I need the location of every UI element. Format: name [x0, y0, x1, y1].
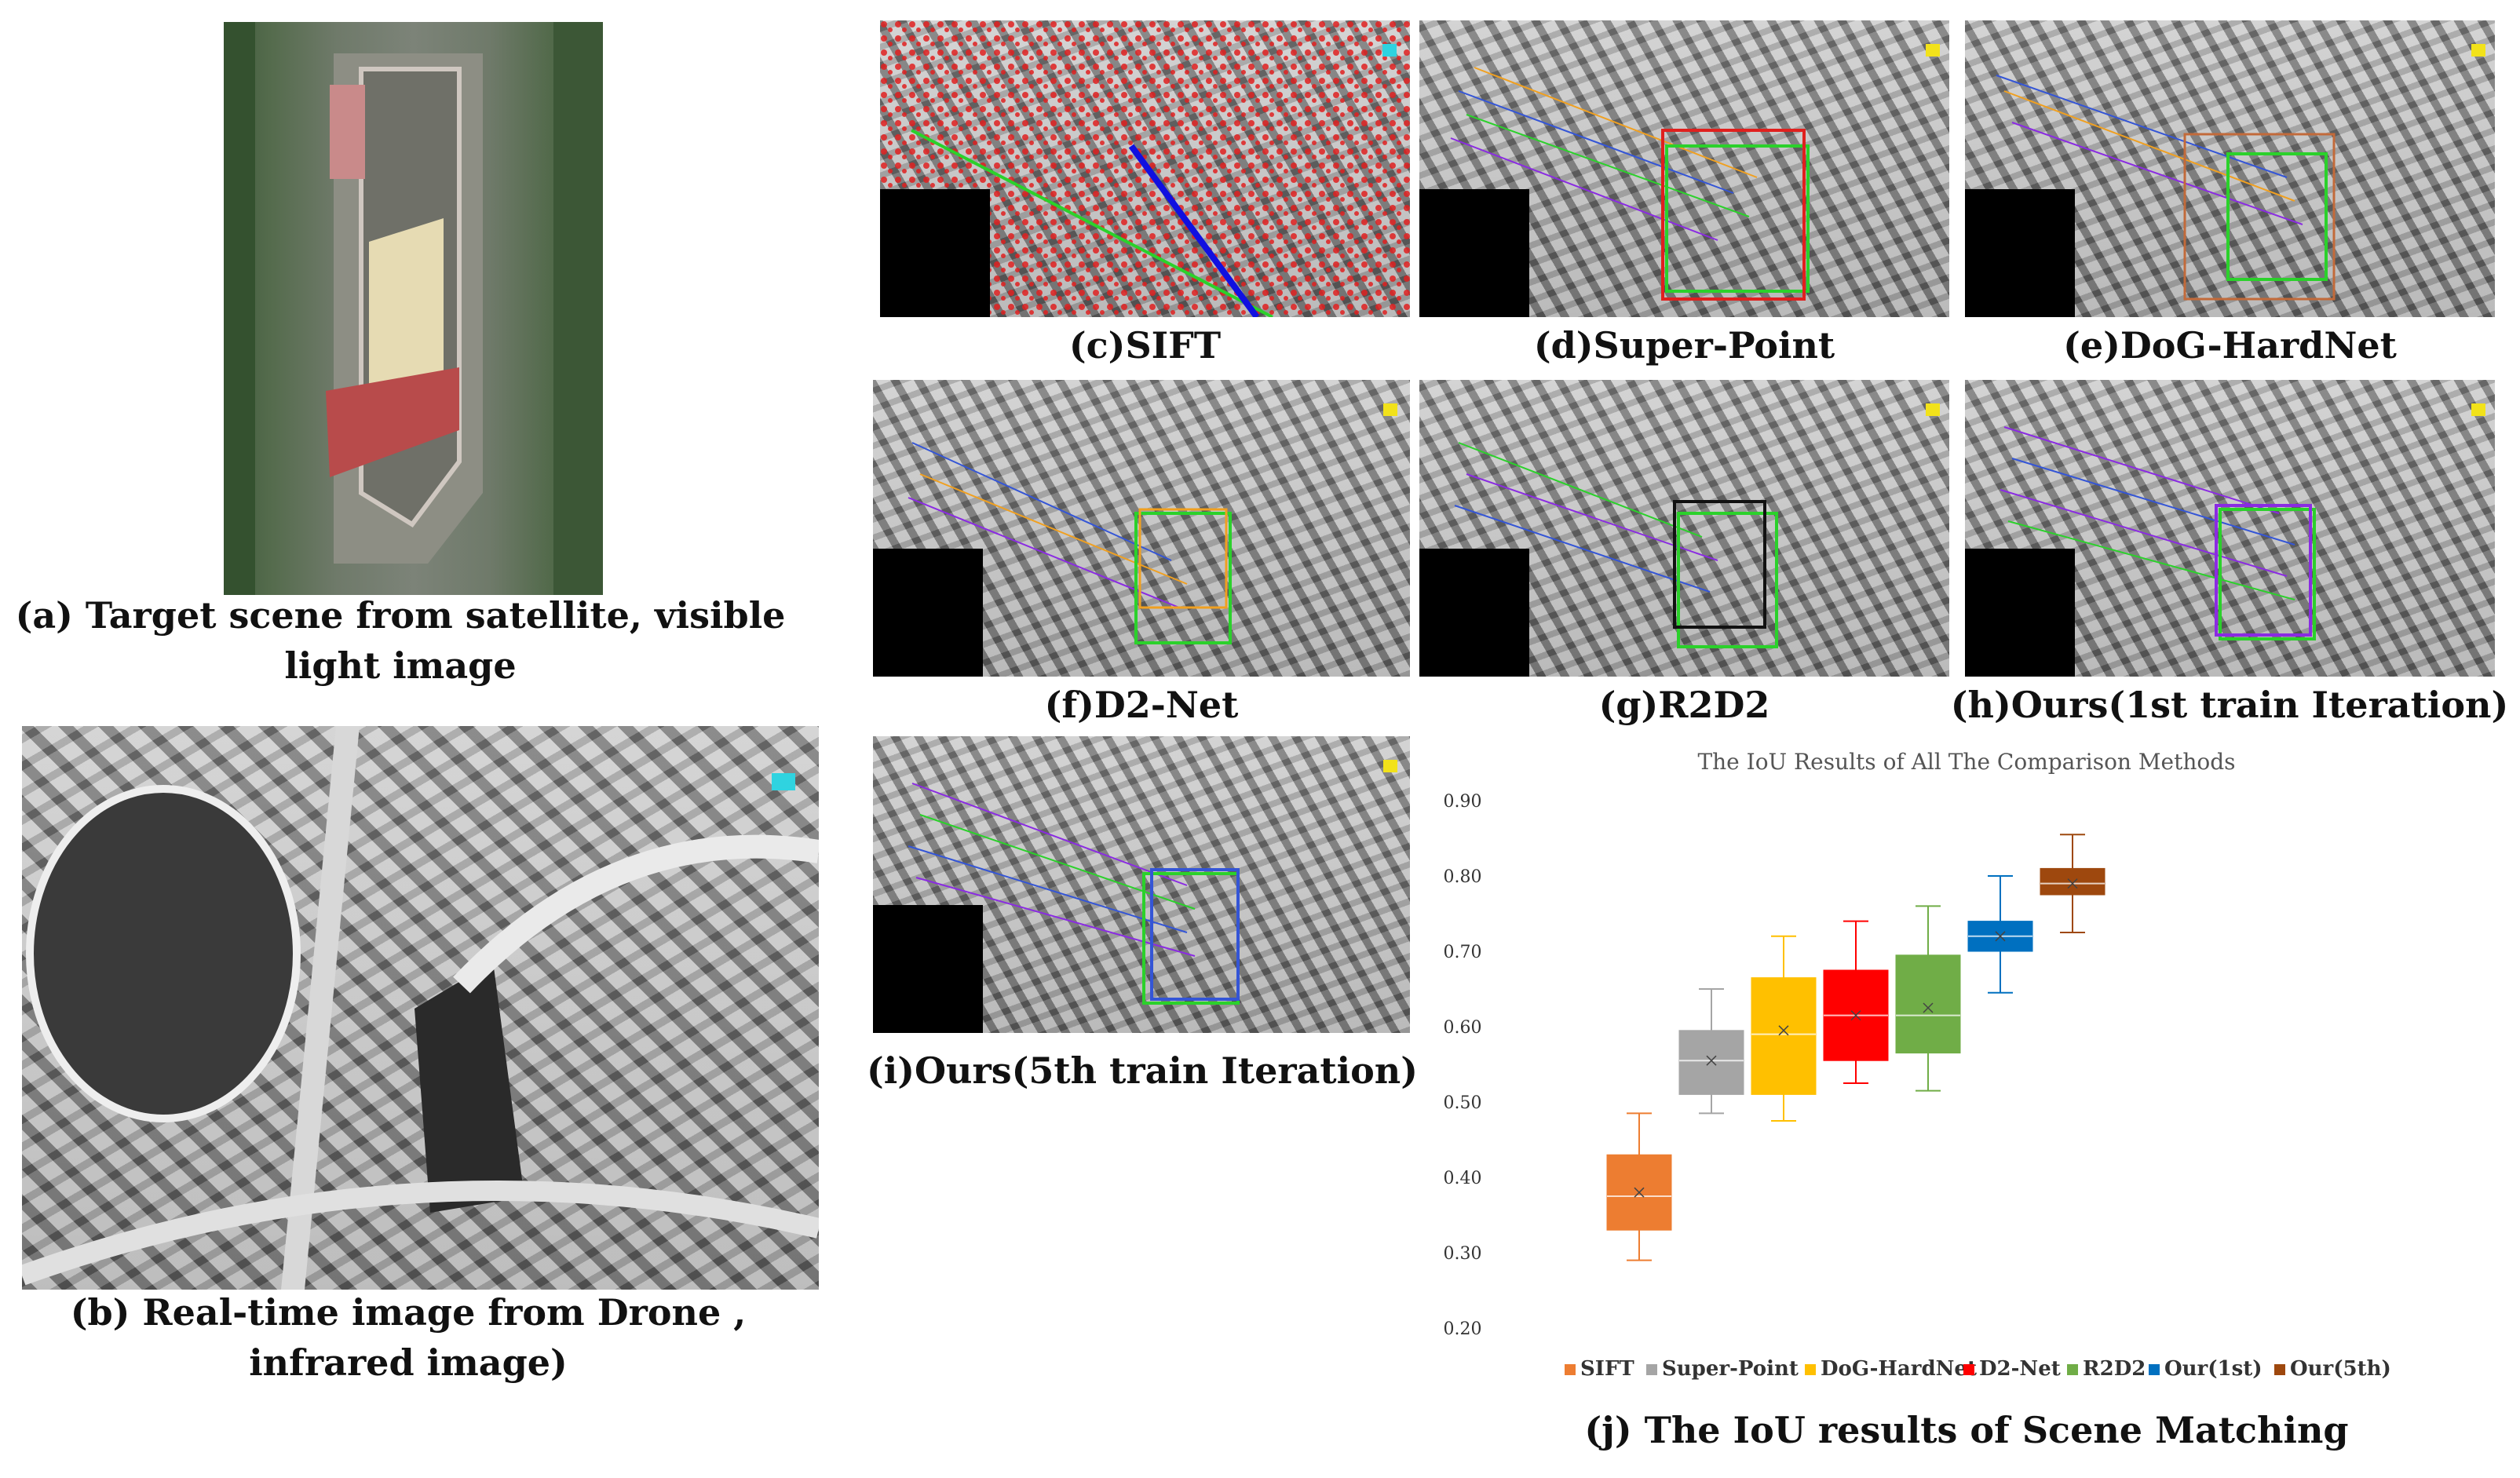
- caption-e: (e)DoG-HardNet: [2063, 324, 2397, 367]
- caption-a-line2: light image: [284, 644, 517, 687]
- mean-marker-b: [1923, 1002, 1934, 1013]
- caption-a-line1: (a) Target scene from satellite, visible: [15, 594, 786, 637]
- superpoint-match-image: [1419, 20, 1949, 317]
- legend-swatch: [1565, 1364, 1576, 1375]
- legend-swatch: [2149, 1364, 2160, 1375]
- legend-label: DoG-HardNet: [1821, 1357, 1977, 1381]
- box-our-1st-: [1967, 875, 2033, 994]
- y-tick-label: 0.60: [1444, 1018, 1482, 1038]
- y-tick-label: 0.70: [1444, 943, 1482, 962]
- ours-5th-match-drawing: [873, 760, 1397, 1033]
- d2net-match-image: [873, 380, 1410, 677]
- legend-label: R2D2: [2083, 1357, 2146, 1381]
- legend-swatch: [1805, 1364, 1816, 1375]
- legend-swatch: [2274, 1364, 2285, 1375]
- caption-c: (c)SIFT: [1068, 324, 1222, 367]
- ours-1st-match-drawing: [1965, 403, 2485, 677]
- legend-swatch: [2067, 1364, 2078, 1375]
- y-tick-label: 0.80: [1444, 867, 1482, 887]
- y-tick-label: 0.50: [1444, 1093, 1482, 1113]
- box-our-5th-: [2040, 834, 2105, 933]
- iou-chart: The IoU Results of All The Comparison Me…: [1419, 738, 2514, 1402]
- doghardnet-match-drawing: [1965, 44, 2485, 317]
- box-iqr: [2040, 867, 2105, 896]
- caption-j: (j) The IoU results of Scene Matching: [1584, 1409, 2349, 1451]
- caption-d: (d)Super-Point: [1533, 324, 1835, 367]
- mean-marker-b: [2067, 878, 2078, 889]
- mean-marker-b: [1778, 1025, 1789, 1036]
- y-axis-ticks: 0.20 0.30 0.40 0.50 0.60 0.70 0.80 0.90: [1444, 792, 1482, 1339]
- iou-boxplot-svg: The IoU Results of All The Comparison Me…: [1444, 749, 2391, 1381]
- box-sift: [1606, 1112, 1672, 1261]
- legend-swatch: [1963, 1364, 1974, 1375]
- legend-label: SIFT: [1580, 1357, 1634, 1381]
- satellite-image: [224, 22, 603, 595]
- box-series: [1606, 834, 2105, 1261]
- r2d2-match-drawing: [1419, 403, 1940, 677]
- box-dog-hardnet: [1751, 935, 1817, 1122]
- legend-label: D2-Net: [1979, 1357, 2061, 1381]
- doghardnet-match-image: [1965, 20, 2495, 317]
- caption-b-line2: infrared image): [249, 1341, 568, 1384]
- box-iqr: [1751, 977, 1817, 1095]
- box-iqr: [1895, 954, 1961, 1054]
- sift-keypoints-drawing: [880, 20, 1410, 317]
- d2net-match-drawing: [873, 403, 1397, 677]
- infrared-image: [22, 726, 819, 1290]
- sift-match-image: [880, 20, 1410, 317]
- box-d2-net: [1823, 920, 1889, 1084]
- mean-marker-b: [1706, 1055, 1717, 1066]
- mean-marker-b: [1634, 1187, 1645, 1198]
- caption-h: (h)Ours(1st train Iteration): [1950, 684, 2509, 726]
- caption-i: (i)Ours(5th train Iteration): [866, 1049, 1419, 1092]
- caption-b-line1: (b) Real-time image from Drone ,: [70, 1291, 747, 1334]
- chart-title: The IoU Results of All The Comparison Me…: [1697, 749, 2235, 775]
- ours-1st-match-image: [1965, 380, 2495, 677]
- legend-label: Our(1st): [2164, 1357, 2263, 1381]
- infrared-scene-drawing: [22, 726, 819, 1290]
- box-r2d2: [1895, 905, 1961, 1092]
- caption-g: (g)R2D2: [1598, 684, 1770, 726]
- caption-f: (f)D2-Net: [1044, 684, 1239, 726]
- box-super-point: [1678, 988, 1744, 1115]
- y-tick-label: 0.40: [1444, 1169, 1482, 1188]
- r2d2-match-image: [1419, 380, 1949, 677]
- superpoint-match-drawing: [1419, 44, 1940, 317]
- box-iqr: [1678, 1030, 1744, 1095]
- y-tick-label: 0.30: [1444, 1244, 1482, 1264]
- chart-legend: SIFT Super-Point DoG-HardNet D2-Net R2D2 Our(…: [1565, 1357, 2391, 1381]
- ours-5th-match-image: [873, 736, 1410, 1033]
- legend-swatch: [1646, 1364, 1657, 1375]
- mean-marker-b: [1995, 931, 2006, 942]
- legend-label: Our(5th): [2290, 1357, 2391, 1381]
- mean-marker-b: [1850, 1010, 1861, 1021]
- y-tick-label: 0.20: [1444, 1319, 1482, 1339]
- legend-label: Super-Point: [1662, 1357, 1799, 1381]
- y-tick-label: 0.90: [1444, 792, 1482, 812]
- satellite-scene-drawing: [224, 22, 603, 595]
